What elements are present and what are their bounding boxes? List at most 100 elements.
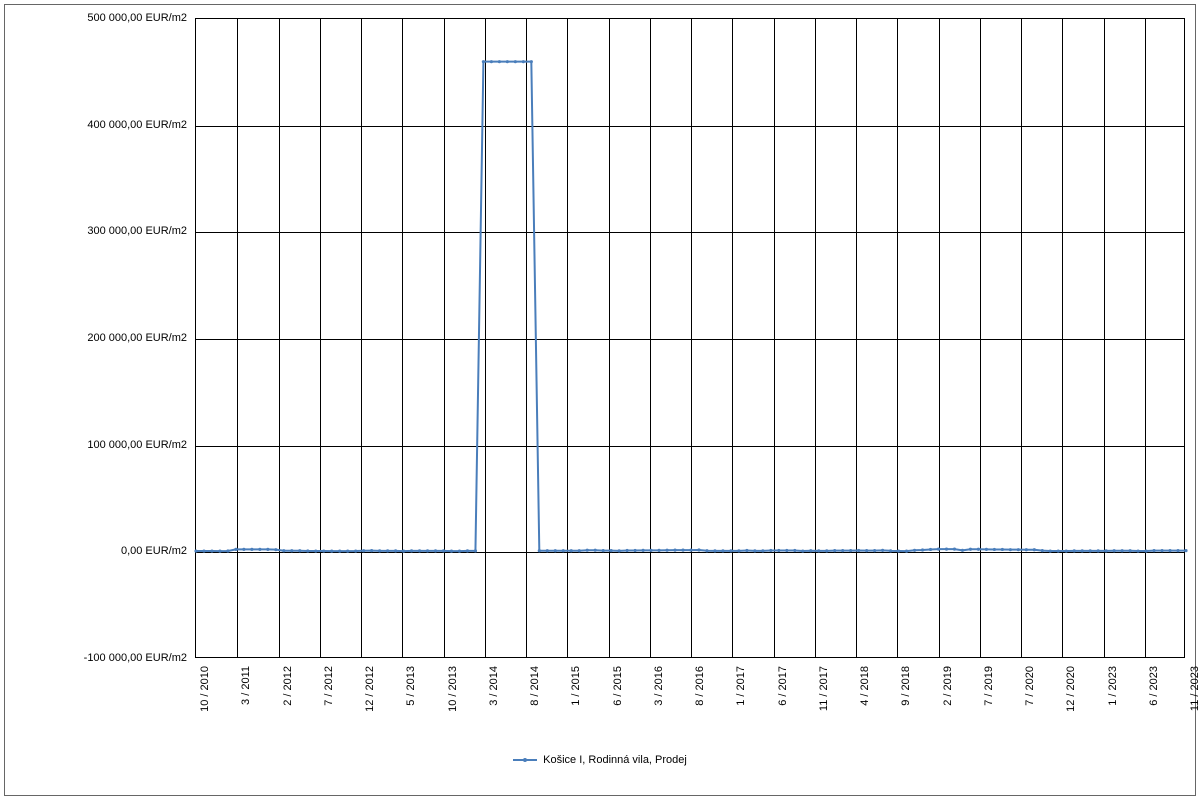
series-marker	[370, 549, 373, 552]
series-marker	[394, 549, 397, 552]
series-marker	[889, 549, 892, 552]
series-marker	[450, 550, 453, 553]
series-marker	[386, 549, 389, 552]
series-marker	[306, 549, 309, 552]
series-marker	[626, 549, 629, 552]
series-marker	[282, 549, 285, 552]
series-marker	[274, 548, 277, 551]
series-marker	[546, 549, 549, 552]
series-marker	[322, 549, 325, 552]
series-marker	[905, 550, 908, 553]
y-axis-tick-label: 500 000,00 EUR/m2	[0, 12, 187, 24]
y-axis-tick-label: 300 000,00 EUR/m2	[0, 225, 187, 237]
x-axis-tick-label: 1 / 2017	[735, 666, 747, 706]
series-marker	[354, 549, 357, 552]
x-axis-tick-label: 3 / 2016	[653, 666, 665, 706]
series-marker	[681, 548, 684, 551]
series-marker	[522, 60, 525, 63]
series-marker	[937, 548, 940, 551]
series-marker	[1049, 549, 1052, 552]
series-marker	[554, 549, 557, 552]
series-marker	[689, 548, 692, 551]
x-axis-tick-label: 11 / 2023	[1189, 666, 1200, 711]
series-marker	[538, 549, 541, 552]
series-marker	[697, 548, 700, 551]
series-marker	[785, 549, 788, 552]
x-axis-tick-label: 9 / 2018	[900, 666, 912, 706]
series-marker	[769, 549, 772, 552]
series-marker	[226, 549, 229, 552]
series-marker	[530, 60, 533, 63]
series-marker	[362, 549, 365, 552]
series-marker	[298, 549, 301, 552]
series-marker	[705, 549, 708, 552]
y-axis-tick-label: 200 000,00 EUR/m2	[0, 332, 187, 344]
series-marker	[1041, 549, 1044, 552]
x-axis-tick-label: 4 / 2018	[859, 666, 871, 706]
series-marker	[474, 549, 477, 552]
chart-container: Košice I, Rodinná vila, Prodej -100 000,…	[0, 0, 1200, 800]
series-marker	[378, 549, 381, 552]
series-marker	[610, 549, 613, 552]
x-axis-tick-label: 12 / 2020	[1065, 666, 1077, 712]
series-marker	[434, 549, 437, 552]
series-marker	[338, 550, 341, 553]
series-marker	[1097, 549, 1100, 552]
legend-swatch	[513, 759, 537, 761]
series-marker	[1144, 549, 1147, 552]
series-marker	[258, 548, 261, 551]
series-marker	[953, 548, 956, 551]
series-marker	[1081, 549, 1084, 552]
series-marker	[1089, 549, 1092, 552]
x-axis-tick-label: 3 / 2011	[240, 666, 252, 705]
series-marker	[913, 549, 916, 552]
series-marker	[402, 550, 405, 553]
series-marker	[793, 549, 796, 552]
series-marker	[969, 548, 972, 551]
series-marker	[929, 548, 932, 551]
series-marker	[242, 548, 245, 551]
series-marker	[1001, 548, 1004, 551]
series-marker	[1025, 548, 1028, 551]
series-marker	[482, 60, 485, 63]
x-axis-tick-label: 7 / 2012	[323, 666, 335, 706]
series-marker	[921, 548, 924, 551]
series-marker	[673, 548, 676, 551]
series-marker	[865, 549, 868, 552]
data-series-svg	[196, 19, 1186, 659]
series-marker	[290, 549, 293, 552]
series-marker	[634, 549, 637, 552]
series-marker	[586, 549, 589, 552]
series-marker	[825, 549, 828, 552]
series-marker	[897, 549, 900, 552]
x-axis-tick-label: 3 / 2014	[488, 666, 500, 706]
series-marker	[993, 548, 996, 551]
series-marker	[849, 549, 852, 552]
x-axis-tick-label: 6 / 2017	[777, 666, 789, 706]
x-axis-tick-label: 6 / 2015	[612, 666, 624, 706]
series-marker	[1184, 549, 1187, 552]
y-axis-tick-label: -100 000,00 EUR/m2	[0, 652, 187, 664]
x-axis-tick-label: 8 / 2014	[529, 666, 541, 706]
series-marker	[721, 549, 724, 552]
x-axis-tick-label: 11 / 2017	[818, 666, 830, 711]
legend-label: Košice I, Rodinná vila, Prodej	[543, 754, 687, 766]
series-marker	[490, 60, 493, 63]
series-marker	[649, 549, 652, 552]
series-marker	[713, 549, 716, 552]
series-marker	[1152, 549, 1155, 552]
chart-legend: Košice I, Rodinná vila, Prodej	[0, 754, 1200, 766]
series-marker	[506, 60, 509, 63]
series-marker	[1121, 549, 1124, 552]
series-marker	[346, 550, 349, 553]
series-marker	[1129, 549, 1132, 552]
series-marker	[961, 549, 964, 552]
series-marker	[1160, 549, 1163, 552]
series-marker	[1073, 549, 1076, 552]
series-marker	[578, 549, 581, 552]
series-marker	[330, 550, 333, 553]
series-marker	[881, 549, 884, 552]
x-axis-tick-label: 1 / 2015	[570, 666, 582, 706]
series-marker	[745, 549, 748, 552]
x-axis-tick-label: 7 / 2020	[1024, 666, 1036, 706]
